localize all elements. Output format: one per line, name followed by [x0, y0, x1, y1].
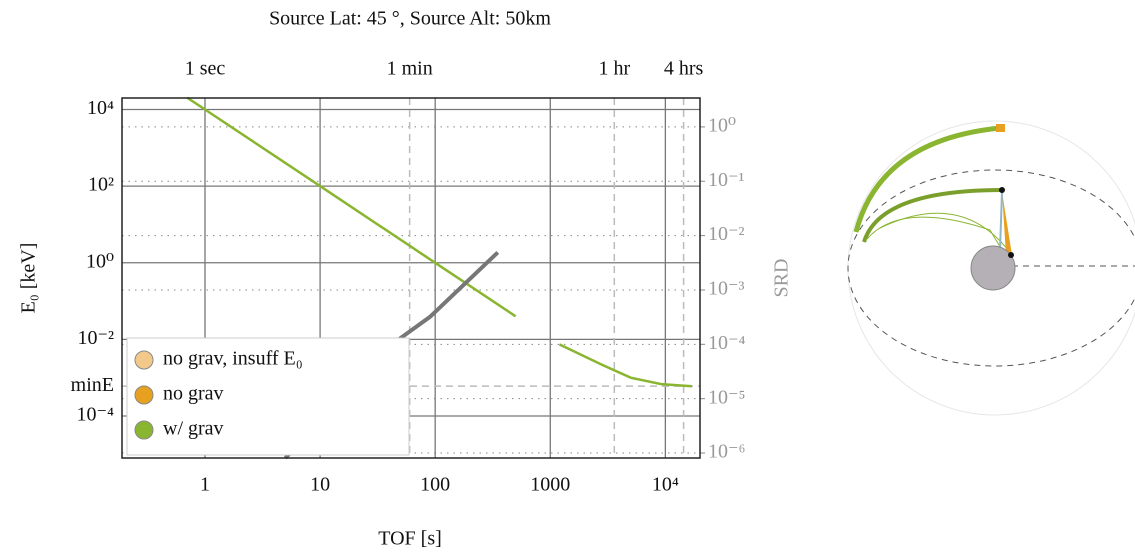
x-tick-label: 1000	[530, 474, 570, 496]
y-tick-label: 10²	[88, 174, 114, 196]
x-tick-label: 1	[200, 474, 210, 496]
legend-box	[126, 337, 410, 456]
x-axis-label: TOF [s]	[378, 528, 442, 550]
x-tick-label: 10⁴	[652, 474, 679, 496]
min-energy-label: minE	[71, 374, 114, 396]
trajectory	[865, 216, 1006, 256]
legend-marker	[134, 420, 154, 440]
y-tick-label: 10⁰	[86, 250, 114, 272]
y-axis-label: E₀ [keV]	[18, 243, 40, 314]
legend-label: no grav	[163, 383, 224, 405]
y2-axis-label: SRD	[771, 259, 793, 298]
x2-tick-label: 4 hrs	[664, 58, 704, 80]
x-tick-label: 10	[310, 474, 330, 496]
marker	[996, 124, 1005, 132]
chart-title: Source Lat: 45 °, Source Alt: 50km	[269, 8, 551, 30]
x-tick-label: 100	[420, 474, 450, 496]
trajectory	[879, 212, 1009, 251]
legend-marker	[134, 350, 154, 370]
frame	[121, 97, 701, 459]
y-tick-label: 10⁻²	[77, 327, 114, 349]
wedge	[1002, 192, 1012, 255]
x2-tick-label: 1 hr	[598, 58, 630, 80]
arc	[853, 125, 1001, 233]
y2-tick-label: 10⁻³	[708, 278, 745, 300]
legend-label: no grav, insuff E₀	[163, 348, 303, 370]
y-tick-label: 10⁴	[87, 97, 114, 119]
legend-marker	[134, 385, 154, 405]
y2-tick-label: 10⁻¹	[708, 169, 745, 191]
y2-tick-label: 10⁻⁵	[708, 386, 746, 408]
y2-tick-label: 10⁻⁴	[708, 332, 746, 354]
y2-tick-label: 10⁻²	[708, 223, 745, 245]
source-point	[1008, 252, 1014, 258]
arc	[862, 188, 1003, 243]
y2-tick-label: 10⁻⁶	[708, 441, 746, 463]
ray	[999, 191, 1003, 251]
x2-tick-label: 1 min	[387, 58, 433, 80]
legend-label: w/ grav	[163, 418, 224, 440]
x2-tick-label: 1 sec	[185, 58, 226, 80]
source-point	[999, 187, 1005, 193]
y2-tick-label: 10⁰	[708, 114, 736, 136]
orbit-diagram	[847, 120, 1135, 416]
equator	[847, 169, 1135, 367]
earth	[970, 245, 1016, 291]
y-tick-label: 10⁻⁴	[76, 404, 114, 426]
series-line	[558, 343, 692, 388]
series-line	[186, 96, 517, 318]
legend: no grav, insuff E₀ no grav w/ grav	[126, 337, 410, 456]
